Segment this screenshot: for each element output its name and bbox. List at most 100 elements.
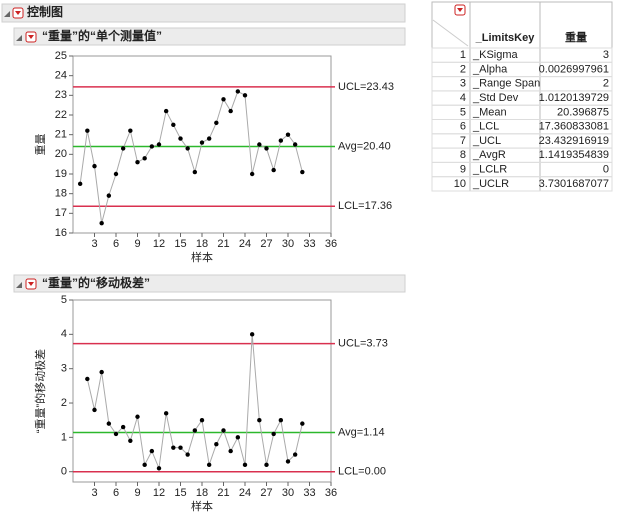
row-index: 9: [460, 163, 466, 175]
x-tick-label: 15: [174, 238, 186, 250]
data-point: [257, 142, 262, 147]
row-key: _LCL: [472, 121, 499, 133]
row-index: 5: [460, 106, 466, 118]
data-point: [135, 414, 140, 419]
collapse-triangle[interactable]: [4, 11, 10, 17]
row-key: _KSigma: [472, 49, 519, 61]
x-axis-label: 样本: [191, 250, 213, 264]
row-value: 1.1419354839: [539, 149, 609, 161]
data-point: [77, 181, 83, 187]
plot-frame: [72, 299, 332, 483]
limit-label: UCL=3.73: [338, 338, 388, 350]
table-menu-arrow: [457, 8, 463, 12]
data-point: [192, 169, 198, 175]
column-header: _LimitsKey: [475, 32, 536, 44]
x-axis-label: 样本: [191, 499, 213, 513]
y-tick-label: 25: [55, 50, 67, 62]
header-title: 控制图: [27, 4, 63, 19]
row-value: 2: [603, 78, 609, 90]
y-tick-label: 23: [55, 89, 67, 101]
collapse-triangle[interactable]: [16, 35, 22, 41]
x-tick-label: 3: [91, 238, 97, 250]
row-key: _Range Span: [472, 78, 540, 90]
x-tick-label: 33: [303, 238, 315, 250]
row-value: 0.0026997961: [539, 63, 609, 75]
row-key: _AvgR: [472, 149, 506, 161]
row-index: 2: [460, 63, 466, 75]
row-index: 4: [460, 92, 466, 104]
data-point: [271, 431, 276, 437]
menu-icon-arrow: [28, 35, 34, 39]
data-point: [235, 89, 241, 94]
y-tick-label: 0: [61, 466, 67, 478]
data-point: [128, 438, 133, 443]
data-point: [135, 160, 140, 165]
data-point: [120, 424, 126, 430]
data-point: [271, 167, 276, 173]
data-point: [156, 466, 162, 471]
y-tick-label: 1: [61, 431, 67, 443]
menu-icon-arrow: [28, 282, 34, 286]
row-key: _UCLR: [472, 178, 509, 190]
y-tick-label: 22: [55, 109, 67, 121]
row-value: 0: [603, 163, 609, 175]
title-bar: [13, 274, 406, 293]
row-index: 7: [460, 135, 466, 147]
data-point: [106, 193, 112, 198]
data-point: [206, 462, 212, 468]
x-tick-label: 24: [239, 487, 251, 499]
x-tick-label: 3: [91, 487, 97, 499]
limit-label: LCL=17.36: [338, 200, 392, 212]
table-corner-line: [432, 19, 469, 47]
data-point: [249, 171, 255, 177]
data-point: [99, 369, 104, 375]
chart-title: “重量”的“移动极差”: [42, 275, 150, 290]
x-tick-label: 12: [153, 487, 165, 499]
y-tick-label: 19: [55, 168, 67, 180]
data-point: [221, 428, 226, 433]
data-point: [264, 146, 269, 151]
data-point: [171, 445, 176, 450]
data-point: [242, 462, 248, 468]
row-value: 3.7301687077: [539, 178, 609, 190]
row-index: 8: [460, 149, 466, 161]
x-tick-label: 9: [134, 487, 140, 499]
x-tick-label: 27: [260, 238, 272, 250]
data-point: [214, 442, 219, 447]
row-key: _Alpha: [472, 63, 508, 75]
collapse-triangle[interactable]: [16, 282, 22, 288]
data-point: [278, 417, 284, 423]
x-tick-label: 30: [282, 487, 294, 499]
x-tick-label: 24: [239, 238, 251, 250]
x-tick-label: 33: [303, 487, 315, 499]
data-point: [228, 448, 233, 454]
x-tick-label: 18: [196, 487, 208, 499]
data-point: [185, 146, 190, 151]
x-tick-label: 6: [113, 487, 119, 499]
row-value: 1.0120139729: [539, 92, 609, 104]
x-tick-label: 36: [325, 238, 337, 250]
row-index: 10: [454, 178, 466, 190]
data-point: [113, 431, 119, 437]
data-point: [99, 220, 104, 226]
title-bar: [13, 27, 406, 46]
data-point: [92, 163, 97, 169]
row-key: _Mean: [472, 106, 507, 118]
data-point: [185, 452, 190, 457]
data-point: [120, 146, 126, 151]
x-tick-label: 9: [134, 238, 140, 250]
row-key: _UCL: [472, 135, 501, 147]
data-point: [85, 376, 90, 382]
x-tick-label: 6: [113, 238, 119, 250]
data-point: [192, 428, 198, 433]
data-point: [171, 122, 176, 128]
table-row: [431, 176, 613, 192]
data-point: [228, 108, 233, 114]
header-bar: [1, 3, 406, 23]
row-index: 1: [460, 49, 466, 61]
data-point: [142, 156, 147, 161]
y-tick-label: 21: [55, 129, 67, 141]
y-tick-label: 4: [61, 328, 67, 340]
data-point: [163, 108, 169, 114]
